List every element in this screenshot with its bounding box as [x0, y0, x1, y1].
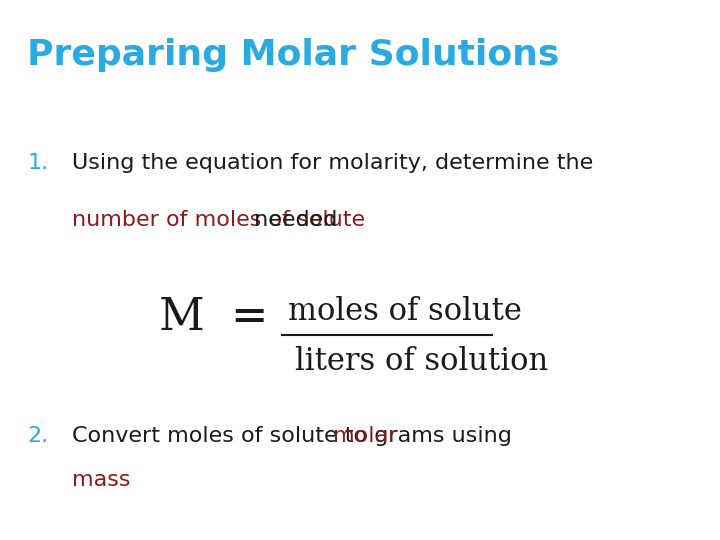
Text: needed: needed: [247, 210, 338, 230]
Text: =: =: [230, 296, 268, 339]
Text: mass: mass: [72, 470, 130, 490]
Text: liters of solution: liters of solution: [295, 346, 549, 377]
Text: number of moles of solute: number of moles of solute: [72, 210, 365, 230]
Text: molar: molar: [333, 426, 397, 446]
Text: 2.: 2.: [27, 426, 48, 446]
Text: M: M: [158, 296, 204, 339]
Text: Using the equation for molarity, determine the: Using the equation for molarity, determi…: [72, 153, 593, 173]
Text: moles of solute: moles of solute: [288, 296, 522, 327]
Text: 1.: 1.: [27, 153, 48, 173]
Text: Preparing Molar Solutions: Preparing Molar Solutions: [27, 38, 559, 72]
Text: Convert moles of solute to grams using: Convert moles of solute to grams using: [72, 426, 519, 446]
